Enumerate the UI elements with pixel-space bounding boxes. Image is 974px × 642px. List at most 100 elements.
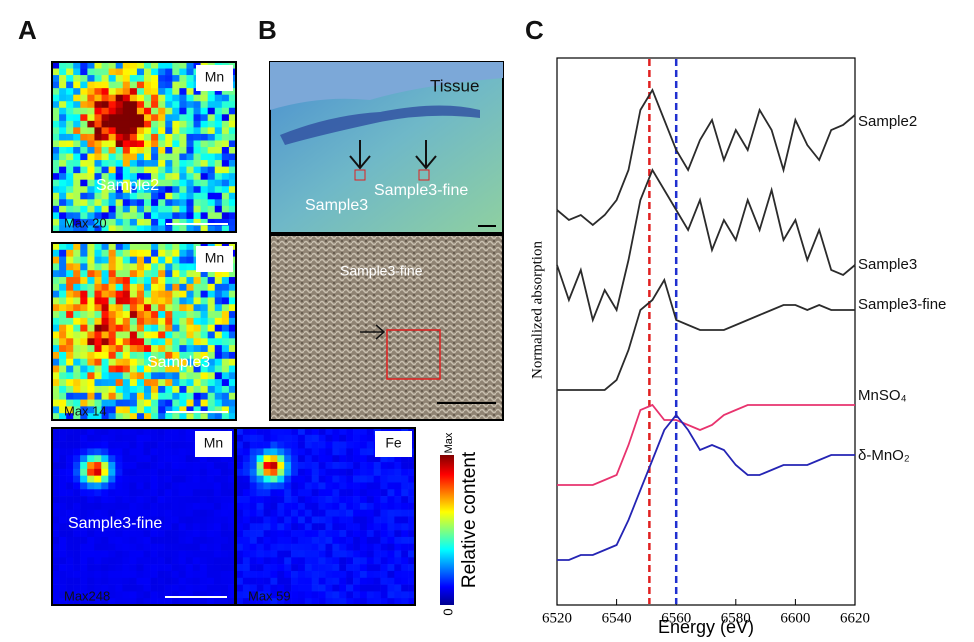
map-cell [186,270,194,278]
tag-box [196,65,233,91]
map-cell [291,577,299,585]
map-cell [359,502,368,510]
x-tick-label: 6520 [542,610,572,626]
map-cell [171,448,179,456]
map-cell [80,317,88,325]
map-cell [192,516,201,524]
map-cell [108,413,116,421]
map-cell [394,468,402,476]
map-cell [401,536,409,545]
map-cell [66,338,74,346]
map-cell [172,263,180,271]
map-cell [94,351,102,360]
map-cell [207,107,216,115]
map-cell [207,147,216,154]
map-cell [339,584,347,592]
map-cell [165,256,173,264]
map-cell [73,212,81,220]
map-cell [401,496,409,504]
map-cell [228,114,237,122]
map-cell [193,379,201,387]
map-cell [228,317,237,325]
map-cell [291,523,299,531]
map-cell [332,502,340,510]
map-cell [101,345,109,353]
map-cell [158,345,166,353]
map-cell [157,530,165,538]
map-cell [227,496,236,504]
map-cell [172,249,180,257]
map-cell [59,160,67,167]
map-cell [332,516,340,524]
map-cell [59,557,67,565]
map-cell [165,101,173,109]
map-cell [291,591,299,599]
map-cell [73,455,81,463]
x-tick-label: 6540 [602,610,632,626]
map-cell [122,120,131,128]
map-cell [185,577,194,585]
map-cell [108,243,116,251]
map-cell [207,140,216,148]
map-cell [325,591,333,599]
map-cell [66,140,74,148]
map-cell [144,324,152,332]
map-cell [277,523,285,531]
map-cell [115,399,124,407]
map-cell [339,489,347,497]
map-cell [242,570,251,579]
map-cell [304,428,313,436]
map-cell [193,413,201,421]
map-cell [101,468,109,476]
map-cell [284,550,292,558]
map-cell [73,496,81,504]
map-cell [304,550,313,558]
map-cell [214,205,223,213]
map-cell [66,101,74,109]
map-cell [73,372,81,380]
map-cell [59,516,67,524]
map-cell [165,68,173,76]
map-cell [185,496,194,504]
map-cell [401,462,409,470]
map-cell [144,68,152,76]
map-cell [122,455,130,463]
map-cell [179,107,187,115]
map-cell [199,577,208,585]
map-cell [401,468,409,476]
map-cell [325,543,333,551]
map-cell [263,598,271,606]
map-cell [249,577,257,585]
map-cell [59,212,67,220]
map-cell [186,338,194,346]
map-cell [186,263,194,271]
map-cell [158,179,166,187]
map-cell [151,127,159,135]
map-cell [325,530,333,538]
map-cell [108,160,116,167]
map-cell [353,516,361,524]
map-cell [66,468,74,476]
map-cell [249,591,257,599]
map-cell [242,489,251,497]
map-cell [122,530,130,538]
map-cell [87,249,95,257]
panel-label: C [525,15,544,45]
map-cell [221,338,230,346]
map-cell [164,496,172,504]
map-cell [59,277,67,285]
map-cell [122,62,131,69]
map-cell [80,502,88,510]
map-cell [129,317,138,325]
map-cell [366,475,374,483]
map-cell [193,283,201,291]
map-cell [193,192,201,200]
map-cell [214,179,223,187]
map-cell [228,120,237,128]
map-cell [52,530,60,538]
map-cell [213,598,222,606]
map-cell [366,468,374,476]
map-cell [193,101,201,109]
map-cell [122,584,130,592]
map-cell [52,283,60,291]
